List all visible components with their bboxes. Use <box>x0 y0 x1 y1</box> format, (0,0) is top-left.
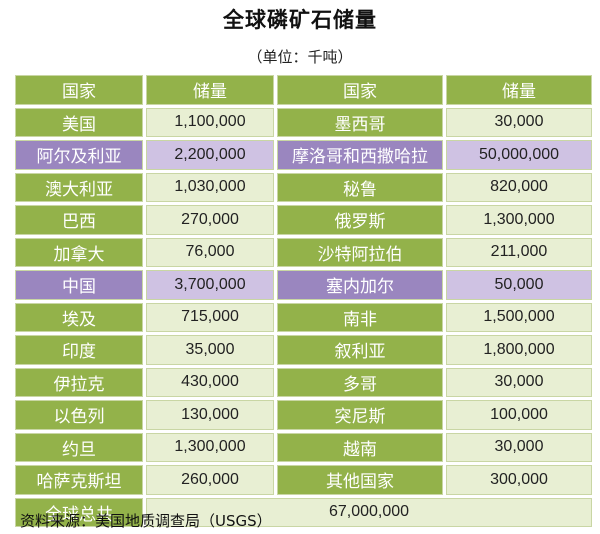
country-cell: 哈萨克斯坦 <box>15 465 143 495</box>
country-cell: 巴西 <box>15 205 143 235</box>
country-cell: 秘鲁 <box>277 172 443 202</box>
country-cell: 埃及 <box>15 302 143 332</box>
country-cell: 美国 <box>15 107 143 137</box>
header-reserve-right: 储量 <box>446 75 592 105</box>
reserve-cell: 2,200,000 <box>146 140 274 170</box>
reserve-cell: 270,000 <box>146 205 274 235</box>
country-cell: 约旦 <box>15 432 143 462</box>
table-row: 哈萨克斯坦 260,000 其他国家 300,000 <box>15 465 592 495</box>
reserve-cell: 260,000 <box>146 465 274 495</box>
country-cell: 塞内加尔 <box>277 270 443 300</box>
country-cell: 印度 <box>15 335 143 365</box>
country-cell: 叙利亚 <box>277 335 443 365</box>
reserve-cell: 50,000,000 <box>446 140 592 170</box>
table-row: 巴西 270,000 俄罗斯 1,300,000 <box>15 205 592 235</box>
table-row: 阿尔及利亚 2,200,000 摩洛哥和西撒哈拉 50,000,000 <box>15 140 592 170</box>
country-cell: 沙特阿拉伯 <box>277 237 443 267</box>
reserve-cell: 50,000 <box>446 270 592 300</box>
table-row: 澳大利亚 1,030,000 秘鲁 820,000 <box>15 172 592 202</box>
reserve-cell: 3,700,000 <box>146 270 274 300</box>
country-cell: 伊拉克 <box>15 367 143 397</box>
country-cell: 阿尔及利亚 <box>15 140 143 170</box>
country-cell: 其他国家 <box>277 465 443 495</box>
country-cell: 以色列 <box>15 400 143 430</box>
reserve-cell: 300,000 <box>446 465 592 495</box>
reserve-cell: 1,800,000 <box>446 335 592 365</box>
reserve-cell: 1,300,000 <box>146 432 274 462</box>
country-cell: 多哥 <box>277 367 443 397</box>
reserve-cell: 30,000 <box>446 432 592 462</box>
country-cell: 加拿大 <box>15 237 143 267</box>
reserve-cell: 211,000 <box>446 237 592 267</box>
country-cell: 澳大利亚 <box>15 172 143 202</box>
table-row: 加拿大 76,000 沙特阿拉伯 211,000 <box>15 237 592 267</box>
total-label: 全球总共 <box>15 497 143 527</box>
reserve-cell: 100,000 <box>446 400 592 430</box>
table-body: 美国 1,100,000 墨西哥 30,000 阿尔及利亚 2,200,000 摩洛哥和西撒… <box>15 107 592 495</box>
reserve-cell: 30,000 <box>446 107 592 137</box>
country-cell: 墨西哥 <box>277 107 443 137</box>
reserve-cell: 30,000 <box>446 367 592 397</box>
reserve-cell: 1,500,000 <box>446 302 592 332</box>
chart-title: 全球磷矿石储量 <box>223 8 377 32</box>
source-note: 资料来源：美国地质调查局（USGS） <box>20 512 272 530</box>
reserve-cell: 130,000 <box>146 400 274 430</box>
table-row: 以色列 130,000 突尼斯 100,000 <box>15 400 592 430</box>
reserve-cell: 430,000 <box>146 367 274 397</box>
total-value: 67,000,000 <box>146 497 592 527</box>
header-reserve-left: 储量 <box>146 75 274 105</box>
country-cell: 越南 <box>277 432 443 462</box>
reserve-cell: 820,000 <box>446 172 592 202</box>
table-row: 美国 1,100,000 墨西哥 30,000 <box>15 107 592 137</box>
header-row: 国家 储量 国家 储量 <box>15 75 592 105</box>
header-country-right: 国家 <box>277 75 443 105</box>
country-cell: 中国 <box>15 270 143 300</box>
reserve-cell: 715,000 <box>146 302 274 332</box>
table-row: 约旦 1,300,000 越南 30,000 <box>15 432 592 462</box>
reserve-cell: 1,300,000 <box>446 205 592 235</box>
reserves-table: 国家 储量 国家 储量 美国 1,100,000 墨西哥 30,000 阿尔及利亚 2,2… <box>12 72 595 530</box>
country-cell: 俄罗斯 <box>277 205 443 235</box>
country-cell: 摩洛哥和西撒哈拉 <box>277 140 443 170</box>
table-row: 伊拉克 430,000 多哥 30,000 <box>15 367 592 397</box>
unit-label: （单位：千吨） <box>247 48 353 66</box>
reserve-cell: 35,000 <box>146 335 274 365</box>
header-country-left: 国家 <box>15 75 143 105</box>
country-cell: 突尼斯 <box>277 400 443 430</box>
table-row: 埃及 715,000 南非 1,500,000 <box>15 302 592 332</box>
country-cell: 南非 <box>277 302 443 332</box>
table-row: 印度 35,000 叙利亚 1,800,000 <box>15 335 592 365</box>
reserve-cell: 76,000 <box>146 237 274 267</box>
total-row: 全球总共 67,000,000 <box>15 497 592 527</box>
reserve-cell: 1,030,000 <box>146 172 274 202</box>
reserve-cell: 1,100,000 <box>146 107 274 137</box>
table-row: 中国 3,700,000 塞内加尔 50,000 <box>15 270 592 300</box>
